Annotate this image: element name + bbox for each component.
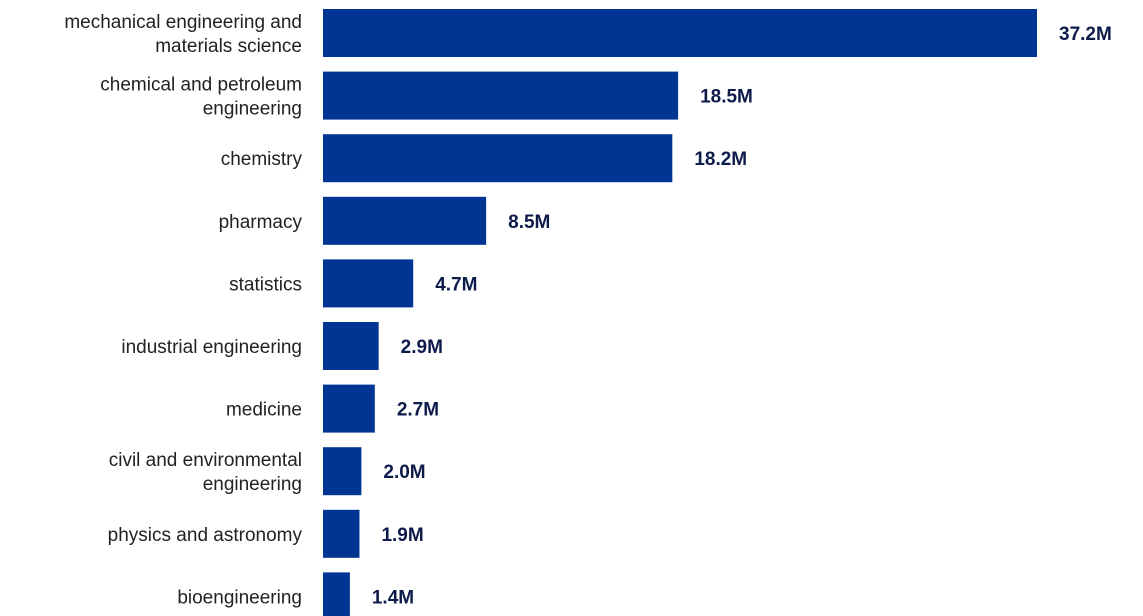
category-label-line: industrial engineering: [121, 337, 302, 358]
category-label-line: materials science: [155, 36, 302, 57]
category-label: mechanical engineering and materials scie…: [64, 12, 302, 57]
category-label-line: medicine: [226, 400, 302, 421]
category-label: bioengineering: [177, 587, 302, 608]
value-label: 18.5M: [700, 87, 753, 108]
bar: [323, 572, 350, 616]
category-label-line: engineering: [203, 474, 302, 495]
bar: [323, 196, 487, 245]
value-labels: 37.2M 18.5M 18.2M 8.5M 4.7M 2.9M 2.7M 2.0M 1.9M 1…: [372, 24, 1112, 608]
value-label: 4.7M: [435, 274, 477, 295]
category-label: medicine: [226, 400, 302, 421]
bar: [323, 134, 673, 183]
value-label: 8.5M: [508, 212, 550, 233]
category-label-line: pharmacy: [219, 212, 303, 233]
bars-layer: [323, 9, 1037, 616]
bar: [323, 9, 1037, 57]
value-label: 18.2M: [694, 149, 747, 170]
category-label: chemistry: [221, 149, 303, 170]
category-label: statistics: [229, 274, 302, 295]
value-label: 2.0M: [383, 462, 425, 483]
category-label-line: chemistry: [221, 149, 303, 170]
category-label-line: mechanical engineering and: [64, 12, 302, 33]
value-label: 1.9M: [381, 525, 423, 546]
value-label: 37.2M: [1059, 24, 1112, 45]
category-label-line: statistics: [229, 274, 302, 295]
category-label-line: bioengineering: [177, 587, 302, 608]
bar: [323, 259, 414, 308]
value-label: 2.9M: [401, 337, 443, 358]
bar: [323, 322, 379, 370]
value-label: 2.7M: [397, 400, 439, 421]
category-label-line: civil and environmental: [109, 450, 302, 471]
bar: [323, 384, 375, 433]
value-label: 1.4M: [372, 587, 414, 608]
category-label: chemical and petroleum engineering: [100, 75, 302, 120]
category-label: civil and environmental engineering: [109, 450, 302, 495]
category-label: industrial engineering: [121, 337, 302, 358]
category-label-line: physics and astronomy: [108, 525, 303, 546]
category-label-line: chemical and petroleum: [100, 75, 302, 96]
category-label: physics and astronomy: [108, 525, 303, 546]
bar: [323, 71, 679, 120]
bar: [323, 509, 360, 558]
category-label: pharmacy: [219, 212, 303, 233]
bar: [323, 447, 362, 496]
category-label-line: engineering: [203, 99, 302, 120]
category-labels: mechanical engineering and materials scie…: [64, 12, 302, 608]
